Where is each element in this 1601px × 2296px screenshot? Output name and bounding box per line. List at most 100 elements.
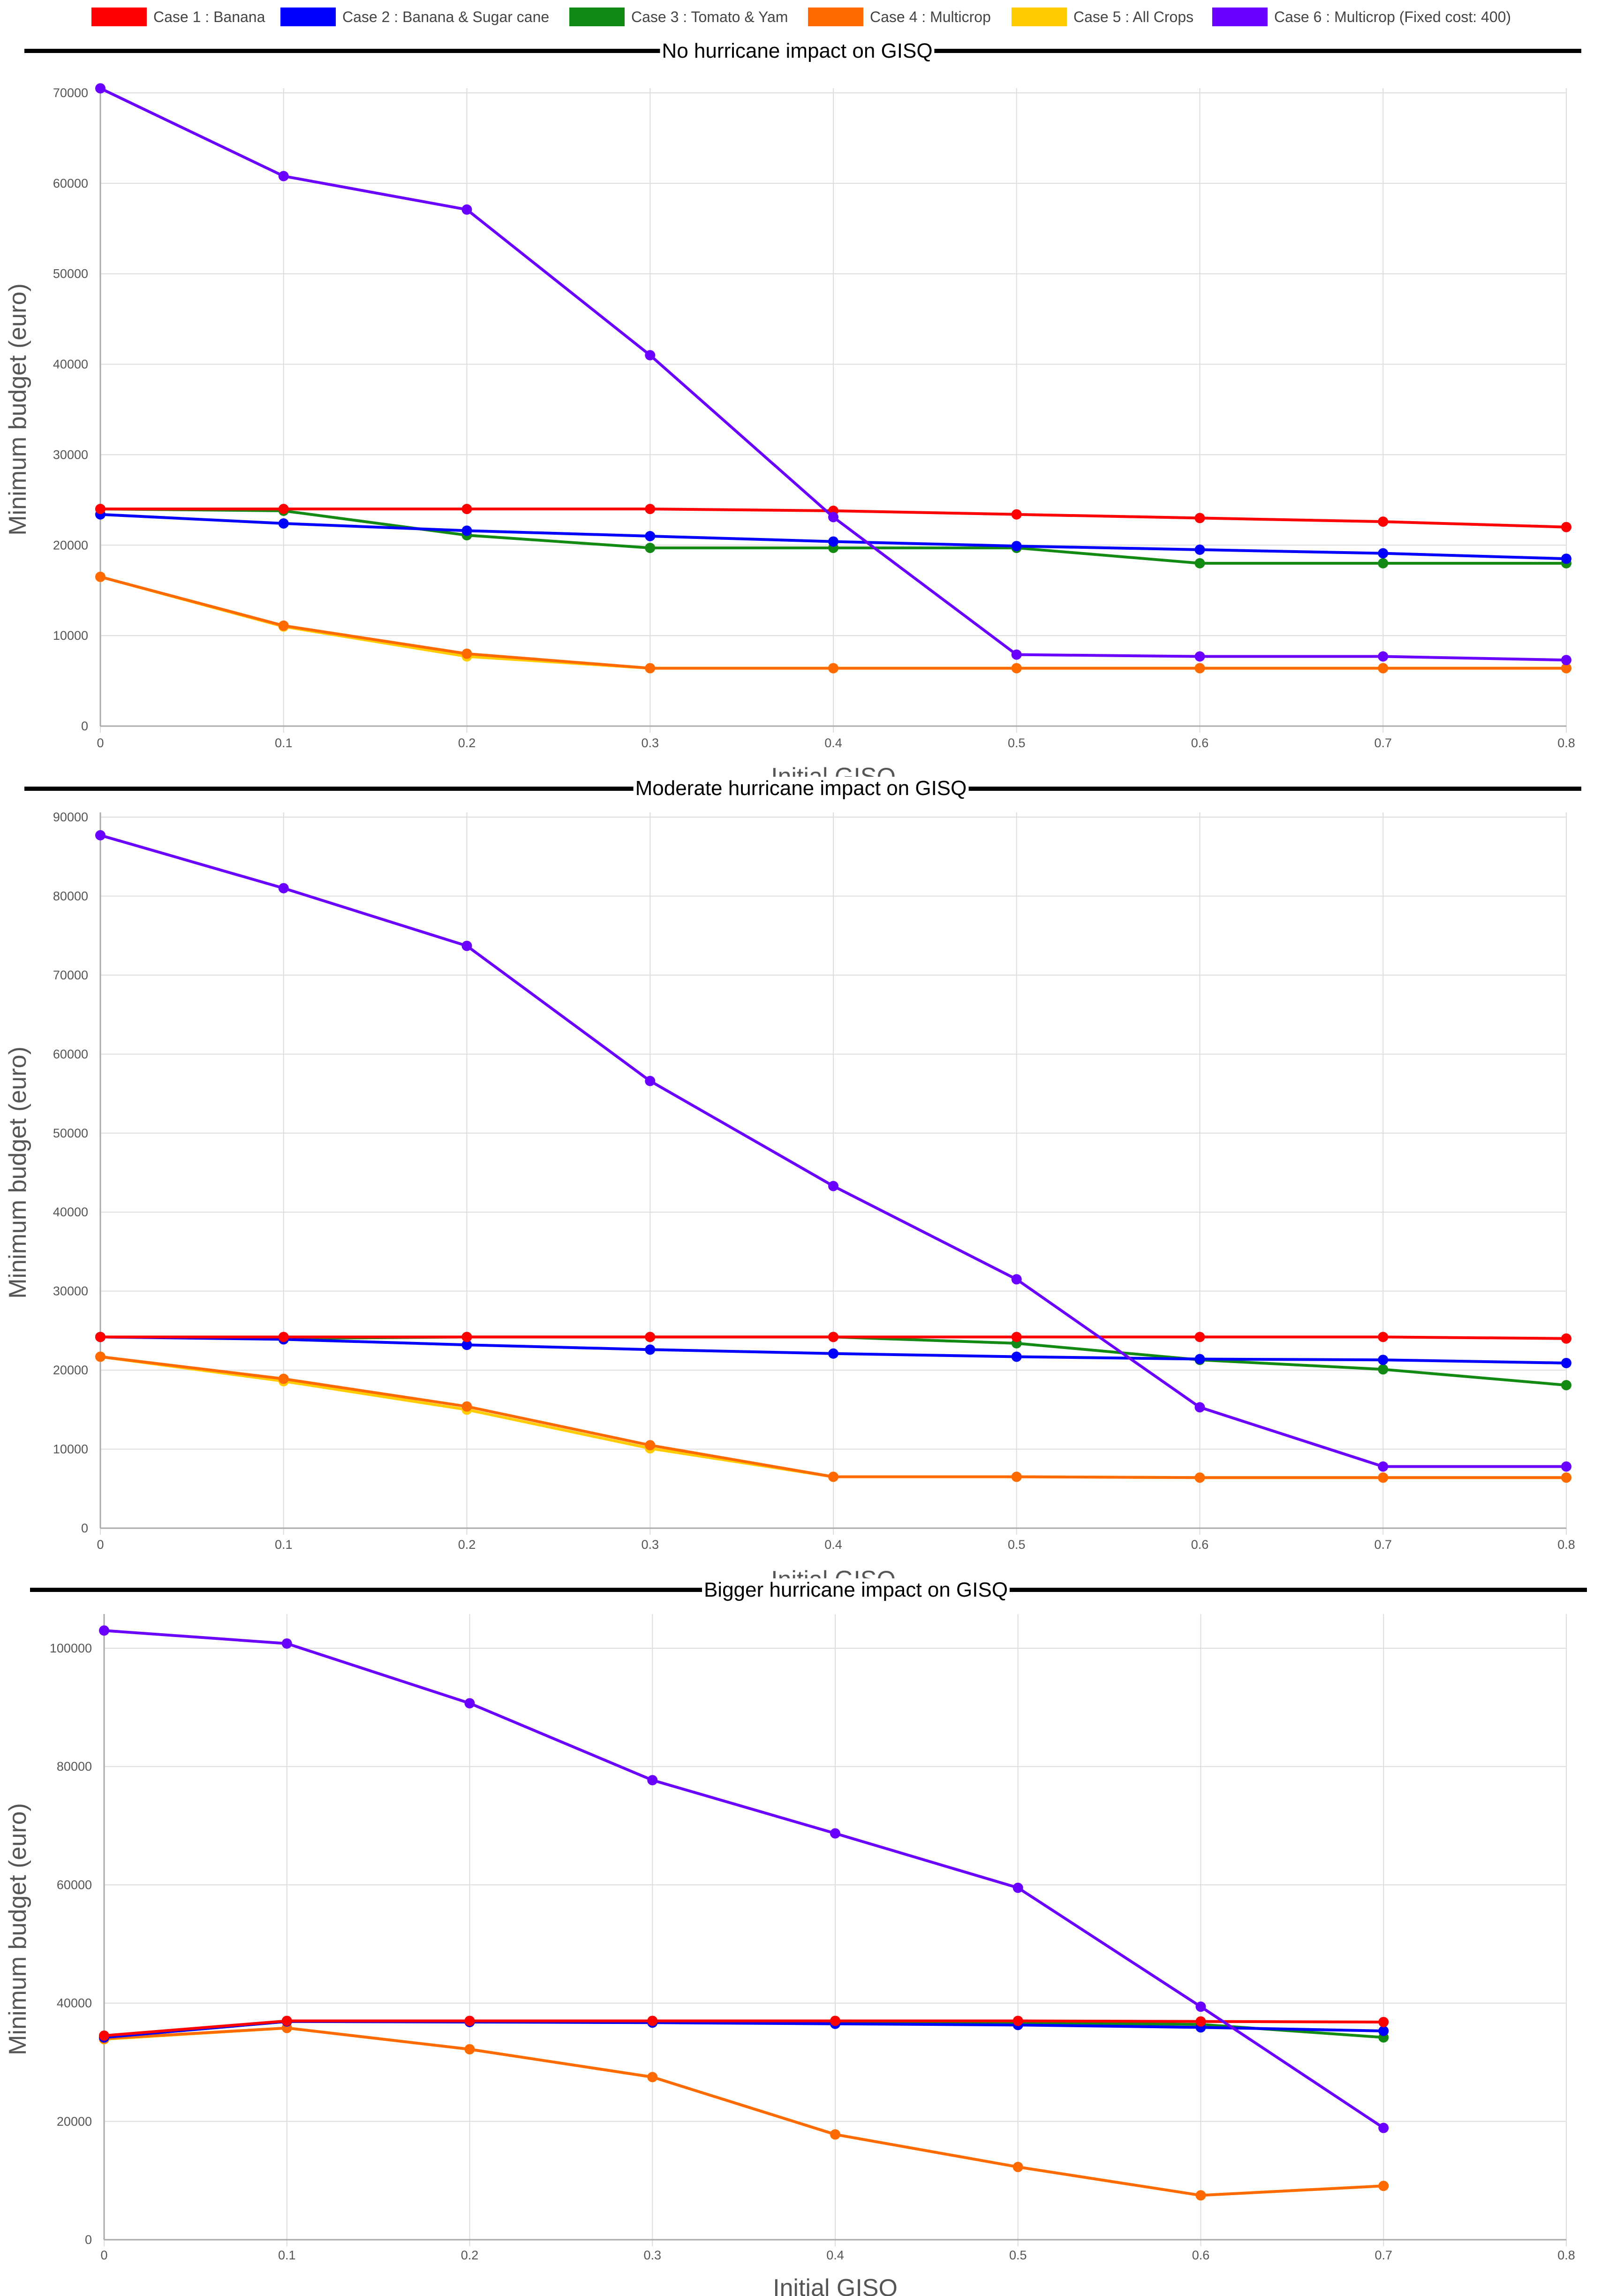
data-point[interactable] xyxy=(1378,1472,1389,1483)
data-point[interactable] xyxy=(461,1401,472,1412)
data-point[interactable] xyxy=(830,2016,840,2026)
data-point[interactable] xyxy=(1011,1471,1022,1482)
data-point[interactable] xyxy=(278,504,289,515)
data-point[interactable] xyxy=(1195,2190,1206,2201)
data-point[interactable] xyxy=(647,1775,658,1786)
data-point[interactable] xyxy=(1378,1461,1389,1472)
data-point[interactable] xyxy=(281,2016,292,2026)
legend-item[interactable]: Case 6 : Multicrop (Fixed cost: 400) xyxy=(1212,8,1511,26)
data-point[interactable] xyxy=(1561,553,1571,564)
data-point[interactable] xyxy=(1011,649,1022,660)
data-point[interactable] xyxy=(647,2072,658,2083)
data-point[interactable] xyxy=(1561,1380,1571,1391)
data-point[interactable] xyxy=(1378,651,1389,662)
data-point[interactable] xyxy=(1011,663,1022,674)
data-point[interactable] xyxy=(1194,651,1205,662)
legend-item[interactable]: Case 3 : Tomato & Yam xyxy=(569,8,788,26)
data-point[interactable] xyxy=(1561,1357,1571,1368)
data-point[interactable] xyxy=(1561,1461,1571,1472)
data-point[interactable] xyxy=(1195,2016,1206,2027)
data-point[interactable] xyxy=(1194,1472,1205,1483)
data-point[interactable] xyxy=(645,1332,656,1342)
legend-item[interactable]: Case 5 : All Crops xyxy=(1012,8,1193,26)
data-point[interactable] xyxy=(1011,1351,1022,1362)
data-point[interactable] xyxy=(828,663,838,674)
data-point[interactable] xyxy=(464,1698,475,1709)
data-point[interactable] xyxy=(461,504,472,515)
data-point[interactable] xyxy=(1194,1332,1205,1342)
data-point[interactable] xyxy=(828,1181,838,1191)
data-point[interactable] xyxy=(1561,522,1571,532)
legend-item[interactable]: Case 4 : Multicrop xyxy=(808,8,991,26)
data-point[interactable] xyxy=(461,525,472,536)
data-point[interactable] xyxy=(645,531,656,541)
data-point[interactable] xyxy=(1012,2161,1023,2172)
data-point[interactable] xyxy=(461,204,472,215)
data-point[interactable] xyxy=(830,1828,840,1839)
data-point[interactable] xyxy=(1194,513,1205,523)
data-point[interactable] xyxy=(1194,663,1205,674)
data-point[interactable] xyxy=(461,1332,472,1342)
data-point[interactable] xyxy=(645,1440,656,1451)
data-point[interactable] xyxy=(1561,1472,1571,1483)
data-point[interactable] xyxy=(1012,1882,1023,1893)
data-point[interactable] xyxy=(1011,1332,1022,1342)
data-point[interactable] xyxy=(645,1076,656,1086)
data-point[interactable] xyxy=(828,1348,838,1359)
data-point[interactable] xyxy=(1011,509,1022,520)
data-point[interactable] xyxy=(464,2044,475,2054)
data-point[interactable] xyxy=(278,1373,289,1384)
data-point[interactable] xyxy=(461,648,472,659)
data-point[interactable] xyxy=(95,504,106,515)
data-point[interactable] xyxy=(1011,541,1022,552)
data-point[interactable] xyxy=(645,663,656,674)
data-point[interactable] xyxy=(99,1625,109,1636)
data-point[interactable] xyxy=(95,83,106,94)
data-point[interactable] xyxy=(645,543,656,553)
data-point[interactable] xyxy=(645,1344,656,1355)
data-point[interactable] xyxy=(95,1351,106,1362)
data-point[interactable] xyxy=(1378,2025,1389,2036)
data-point[interactable] xyxy=(95,830,106,841)
data-point[interactable] xyxy=(1378,1355,1389,1365)
data-point[interactable] xyxy=(278,883,289,894)
data-point[interactable] xyxy=(828,1471,838,1482)
data-point[interactable] xyxy=(1561,655,1571,666)
data-point[interactable] xyxy=(1561,663,1571,674)
data-point[interactable] xyxy=(1378,2181,1389,2191)
data-point[interactable] xyxy=(1378,663,1389,674)
data-point[interactable] xyxy=(1194,544,1205,555)
data-point[interactable] xyxy=(1378,2122,1389,2133)
data-point[interactable] xyxy=(278,620,289,631)
data-point[interactable] xyxy=(1194,558,1205,568)
data-point[interactable] xyxy=(1378,558,1389,568)
data-point[interactable] xyxy=(1194,1402,1205,1413)
data-point[interactable] xyxy=(278,1332,289,1342)
data-point[interactable] xyxy=(95,1332,106,1342)
data-point[interactable] xyxy=(99,2030,109,2041)
data-point[interactable] xyxy=(1378,516,1389,527)
data-point[interactable] xyxy=(1378,1332,1389,1342)
data-point[interactable] xyxy=(278,518,289,529)
data-point[interactable] xyxy=(830,2129,840,2140)
data-point[interactable] xyxy=(1194,1354,1205,1364)
data-point[interactable] xyxy=(461,940,472,951)
data-point[interactable] xyxy=(1378,2016,1389,2027)
data-point[interactable] xyxy=(828,536,838,547)
data-point[interactable] xyxy=(1561,1333,1571,1344)
data-point[interactable] xyxy=(281,1638,292,1649)
data-point[interactable] xyxy=(1195,2001,1206,2012)
data-point[interactable] xyxy=(828,512,838,523)
data-point[interactable] xyxy=(461,1340,472,1350)
data-point[interactable] xyxy=(645,350,656,361)
data-point[interactable] xyxy=(1011,1274,1022,1285)
data-point[interactable] xyxy=(464,2016,475,2026)
data-point[interactable] xyxy=(828,1332,838,1342)
data-point[interactable] xyxy=(95,571,106,582)
legend-item[interactable]: Case 1 : Banana xyxy=(91,8,265,26)
data-point[interactable] xyxy=(1378,548,1389,559)
data-point[interactable] xyxy=(647,2016,658,2026)
data-point[interactable] xyxy=(278,171,289,182)
legend-item[interactable]: Case 2 : Banana & Sugar cane xyxy=(280,8,549,26)
data-point[interactable] xyxy=(645,504,656,515)
